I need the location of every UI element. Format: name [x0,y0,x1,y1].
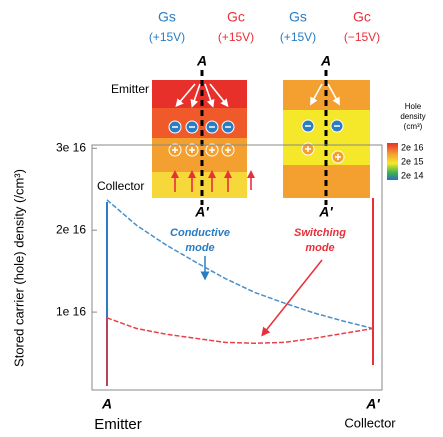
cut-label: A' [194,204,209,220]
emitter-label: Emitter [111,82,149,96]
annotation: Switching [294,227,346,239]
gate-voltage: (+15V) [280,30,316,44]
y-axis-label: Stored carrier (hole) density (/cm³) [11,169,26,367]
colorbar-title: density [400,112,425,121]
colorbar-label: 2e 16 [401,142,424,152]
data-line [107,200,373,329]
annotation: mode [185,242,214,254]
gate-name: Gs [158,9,176,25]
cut-label: A [196,53,207,69]
figure: Gs (+15V) Gc (+15V) Gs (+15V) Gc (−15V) [0,0,443,432]
colorbar-label: 2e 15 [401,156,424,166]
x-end-label: Emitter [94,416,142,432]
cut-label: A' [318,204,333,220]
data-line [107,318,373,343]
colorbar-title: (cm³) [404,122,423,131]
gate-name: Gc [353,9,371,25]
gate-name: Gs [289,9,307,25]
gate-name: Gc [227,9,245,25]
gate-voltage: (+15V) [218,30,254,44]
device-switching [283,70,370,205]
x-tick-label: A [101,396,112,412]
colorbar-label: 2e 14 [401,170,424,180]
y-tick-label: 1e 16 [56,304,86,318]
gate-voltage: (+15V) [149,30,185,44]
x-end-label: Collector [344,415,396,430]
colorbar [387,143,398,180]
annotation: mode [305,242,334,254]
device-conductive [152,70,251,205]
collector-label: Collector [97,179,144,193]
y-tick-label: 2e 16 [56,222,86,236]
colorbar-title: Hole [405,102,422,111]
gate-voltage: (−15V) [344,30,380,44]
cut-label: A [320,53,331,69]
annotation: Conductive [170,227,230,239]
annotation-arrow [264,260,322,333]
y-tick-label: 3e 16 [56,140,86,154]
x-tick-label: A' [365,396,380,412]
